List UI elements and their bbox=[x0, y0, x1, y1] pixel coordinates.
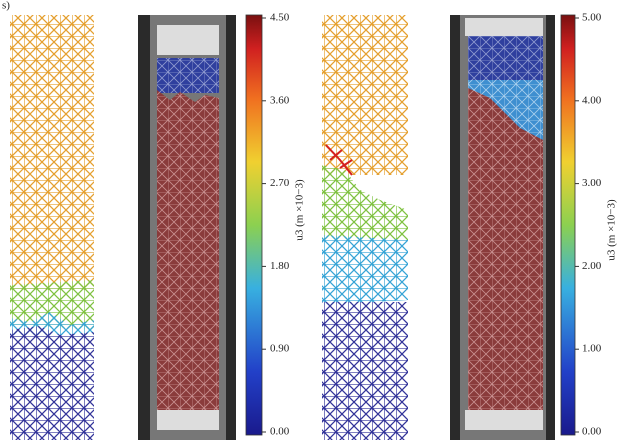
colorbar bbox=[561, 15, 575, 435]
colorbar-tick-label: 4.00 bbox=[582, 94, 602, 106]
colorbar bbox=[246, 15, 262, 435]
colorbar-tick-label: 3.60 bbox=[270, 94, 290, 106]
colorbar-tick-label: 2.70 bbox=[270, 177, 290, 189]
colorbar-tick-label: 1.80 bbox=[270, 260, 290, 272]
lattice-sim-2 bbox=[322, 15, 408, 440]
colorbar-labels: 4.50 3.60 2.70 1.80 0.90 0.00 bbox=[262, 12, 290, 438]
colorbar-tick-label: 3.00 bbox=[582, 177, 602, 189]
colorbar-label: u3 (m ×10−3) bbox=[606, 199, 618, 261]
colorbar-tick-label: 0.00 bbox=[582, 426, 602, 438]
colorbar-tick-label: 5.00 bbox=[582, 12, 602, 24]
lattice-sim-1 bbox=[10, 15, 94, 440]
colorbar-label: u3 (m ×10−3) bbox=[294, 179, 306, 241]
figure: s) 4.50 3.60 2.70 1.80 0.90 0.00 u3 (m ×10−3) bbox=[0, 0, 621, 442]
colorbar-tick-label: 2.00 bbox=[582, 260, 602, 272]
colorbar-tick-label: 0.00 bbox=[270, 426, 290, 438]
colorbar-tick-label: 4.50 bbox=[270, 12, 290, 24]
colorbar-labels: 5.00 4.00 3.00 2.00 1.00 0.00 bbox=[575, 12, 602, 438]
colorbar-tick-label: 1.00 bbox=[582, 343, 602, 355]
fragment-text: s) bbox=[2, 0, 10, 12]
specimen-photo-1 bbox=[138, 15, 236, 440]
specimen-photo-2 bbox=[450, 15, 555, 440]
colorbar-tick-label: 0.90 bbox=[270, 343, 290, 355]
